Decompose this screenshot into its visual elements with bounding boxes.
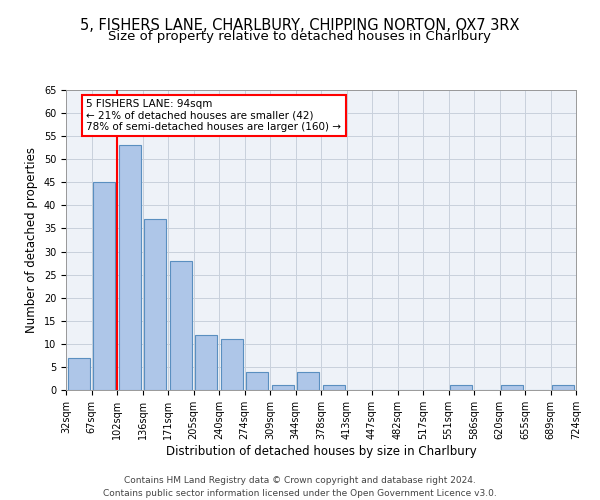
Text: 5 FISHERS LANE: 94sqm
← 21% of detached houses are smaller (42)
78% of semi-deta: 5 FISHERS LANE: 94sqm ← 21% of detached … — [86, 99, 341, 132]
X-axis label: Distribution of detached houses by size in Charlbury: Distribution of detached houses by size … — [166, 444, 476, 458]
Bar — [451, 386, 472, 390]
Bar — [247, 372, 268, 390]
Bar — [68, 358, 89, 390]
Bar — [272, 386, 293, 390]
Bar — [119, 146, 140, 390]
Text: Contains HM Land Registry data © Crown copyright and database right 2024.
Contai: Contains HM Land Registry data © Crown c… — [103, 476, 497, 498]
Bar — [145, 219, 166, 390]
Text: Size of property relative to detached houses in Charlbury: Size of property relative to detached ho… — [109, 30, 491, 43]
Bar — [221, 339, 242, 390]
Bar — [298, 372, 319, 390]
Bar — [196, 334, 217, 390]
Bar — [323, 386, 344, 390]
Bar — [502, 386, 523, 390]
Bar — [170, 261, 191, 390]
Y-axis label: Number of detached properties: Number of detached properties — [25, 147, 38, 333]
Bar — [94, 182, 115, 390]
Text: 5, FISHERS LANE, CHARLBURY, CHIPPING NORTON, OX7 3RX: 5, FISHERS LANE, CHARLBURY, CHIPPING NOR… — [80, 18, 520, 32]
Bar — [553, 386, 574, 390]
